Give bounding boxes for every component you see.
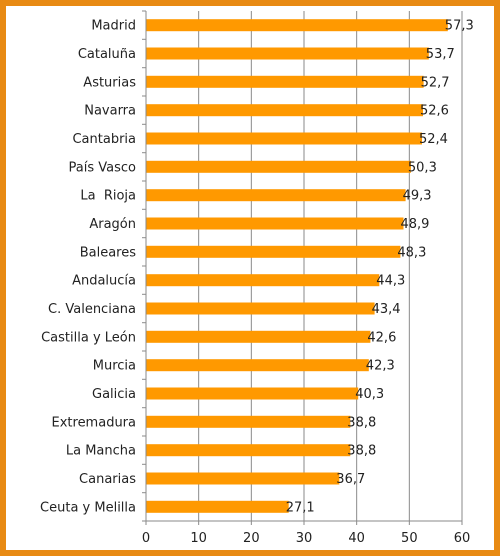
axis-layer <box>142 10 463 525</box>
value-label: 36,7 <box>336 472 365 487</box>
bar <box>146 217 404 230</box>
category-label: Murcia <box>93 359 136 374</box>
category-label: La Mancha <box>66 444 136 459</box>
value-label: 57,3 <box>445 19 474 34</box>
category-label: Andalucía <box>72 274 136 289</box>
value-label: 48,3 <box>397 245 426 260</box>
bar <box>146 19 448 32</box>
category-label: C. Valenciana <box>48 302 136 317</box>
value-label: 52,4 <box>419 132 448 147</box>
value-label: 42,6 <box>367 330 396 345</box>
bar-layer <box>146 19 448 513</box>
value-label: 38,8 <box>347 415 376 430</box>
bar <box>146 359 369 372</box>
grid-layer <box>198 11 463 521</box>
bar <box>146 245 401 258</box>
category-label: Aragón <box>89 217 136 232</box>
x-tick-label: 20 <box>243 531 260 546</box>
x-tick-label: 10 <box>190 531 207 546</box>
bar <box>146 160 411 173</box>
value-label: 48,9 <box>401 217 430 232</box>
category-label: Asturias <box>83 75 136 90</box>
value-label: 44,3 <box>376 274 405 289</box>
bar <box>146 189 406 202</box>
bar <box>146 104 423 117</box>
value-label: 40,3 <box>355 387 384 402</box>
category-label: Galicia <box>92 387 136 402</box>
value-label: 42,3 <box>366 359 395 374</box>
x-tick-label: 50 <box>401 531 418 546</box>
category-label: Madrid <box>91 19 136 34</box>
value-label: 27,1 <box>286 500 315 515</box>
x-tick-label: 60 <box>454 531 471 546</box>
value-label: 49,3 <box>403 189 432 204</box>
bar <box>146 500 289 513</box>
value-label: 50,3 <box>408 160 437 175</box>
category-label: Cantabria <box>72 132 136 147</box>
category-label: La Rioja <box>80 189 136 204</box>
x-tick-label: 0 <box>142 531 150 546</box>
value-label: 38,8 <box>347 444 376 459</box>
value-label: 43,4 <box>372 302 401 317</box>
category-label: Castilla y León <box>41 330 136 345</box>
label-layer: Madrid Cataluña Asturias Navarra Cantabria Pa… <box>40 19 474 546</box>
value-label: 53,7 <box>426 47 455 62</box>
value-label: 52,7 <box>421 75 450 90</box>
category-label: Canarias <box>79 472 136 487</box>
bar <box>146 132 422 145</box>
category-label: País Vasco <box>69 160 137 175</box>
bar <box>146 415 351 428</box>
x-tick-label: 30 <box>296 531 313 546</box>
bar <box>146 47 429 60</box>
bar <box>146 330 371 343</box>
bar <box>146 302 375 315</box>
bar <box>146 75 424 88</box>
bar <box>146 444 351 457</box>
bar <box>146 472 340 485</box>
bar <box>146 274 380 287</box>
bar <box>146 387 359 400</box>
x-tick-label: 40 <box>348 531 365 546</box>
category-label: Cataluña <box>78 47 136 62</box>
category-label: Baleares <box>80 245 137 260</box>
category-label: Ceuta y Melilla <box>40 500 136 515</box>
value-label: 52,6 <box>420 104 449 119</box>
category-label: Extremadura <box>52 415 137 430</box>
category-label: Navarra <box>84 104 136 119</box>
